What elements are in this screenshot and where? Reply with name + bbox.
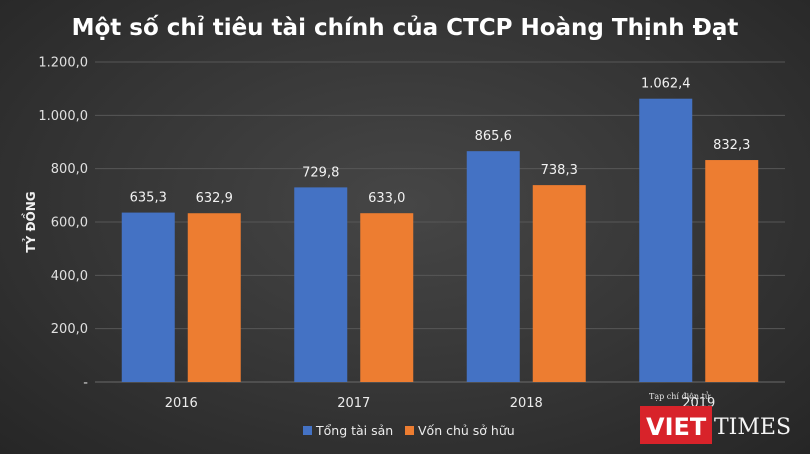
x-axis-categories: 2016 2017 2018 2019 xyxy=(165,396,716,411)
bar-tong-tai-san-2018 xyxy=(466,151,520,382)
bar-tong-tai-san-2017 xyxy=(294,187,348,382)
chart-title: Một số chỉ tiêu tài chính của CTCP Hoàng… xyxy=(72,14,739,41)
x-category-label: 2017 xyxy=(337,396,370,411)
y-tick-label: 600,0 xyxy=(51,216,88,231)
y-axis-ticks: - 200,0 400,0 600,0 800,0 1.000,0 1.200,0 xyxy=(38,56,88,391)
watermark-brand-left: VIET xyxy=(646,413,707,441)
data-label-tong-tai-san-2016: 635,3 xyxy=(130,191,167,206)
data-label-von-chu-so-huu-2017: 633,0 xyxy=(368,191,405,206)
watermark-caption: Tạp chí điện tử xyxy=(649,392,711,401)
legend-label-tong-tai-san: Tổng tài sản xyxy=(315,423,393,438)
x-category-label: 2018 xyxy=(510,396,543,411)
bar-von-chu-so-huu-2018 xyxy=(532,185,586,382)
data-labels: 635,3 632,9 729,8 633,0 865,6 738,3 1.062,4 832… xyxy=(130,77,751,207)
bar-tong-tai-san-2019 xyxy=(639,98,693,383)
data-label-tong-tai-san-2019: 1.062,4 xyxy=(641,77,691,92)
y-tick-label: 400,0 xyxy=(51,269,88,284)
bars xyxy=(121,98,759,383)
bar-von-chu-so-huu-2016 xyxy=(187,213,241,382)
legend: Tổng tài sản Vốn chủ sở hữu xyxy=(303,423,515,438)
y-tick-label: 1.200,0 xyxy=(38,56,88,71)
y-tick-label: 800,0 xyxy=(51,162,88,177)
data-label-von-chu-so-huu-2018: 738,3 xyxy=(541,163,578,178)
y-tick-label: - xyxy=(83,376,88,391)
data-label-tong-tai-san-2018: 865,6 xyxy=(475,129,512,144)
data-label-von-chu-so-huu-2019: 832,3 xyxy=(713,138,750,153)
legend-swatch-von-chu-so-huu xyxy=(405,426,414,435)
x-category-label: 2016 xyxy=(165,396,198,411)
watermark-red-box xyxy=(640,406,712,444)
data-label-tong-tai-san-2017: 729,8 xyxy=(302,165,339,180)
y-axis-label: TỶ ĐỒNG xyxy=(21,191,38,252)
legend-swatch-tong-tai-san xyxy=(303,426,312,435)
bar-von-chu-so-huu-2017 xyxy=(360,213,414,382)
legend-label-von-chu-so-huu: Vốn chủ sở hữu xyxy=(418,423,515,438)
bar-von-chu-so-huu-2019 xyxy=(705,160,759,382)
y-tick-label: 1.000,0 xyxy=(38,109,88,124)
data-label-von-chu-so-huu-2016: 632,9 xyxy=(196,191,233,206)
bar-tong-tai-san-2016 xyxy=(121,212,175,382)
viettimes-watermark: Tạp chí điện tử VIET TIMES xyxy=(640,392,791,444)
y-tick-label: 200,0 xyxy=(51,322,88,337)
watermark-brand-right: TIMES xyxy=(714,415,791,440)
